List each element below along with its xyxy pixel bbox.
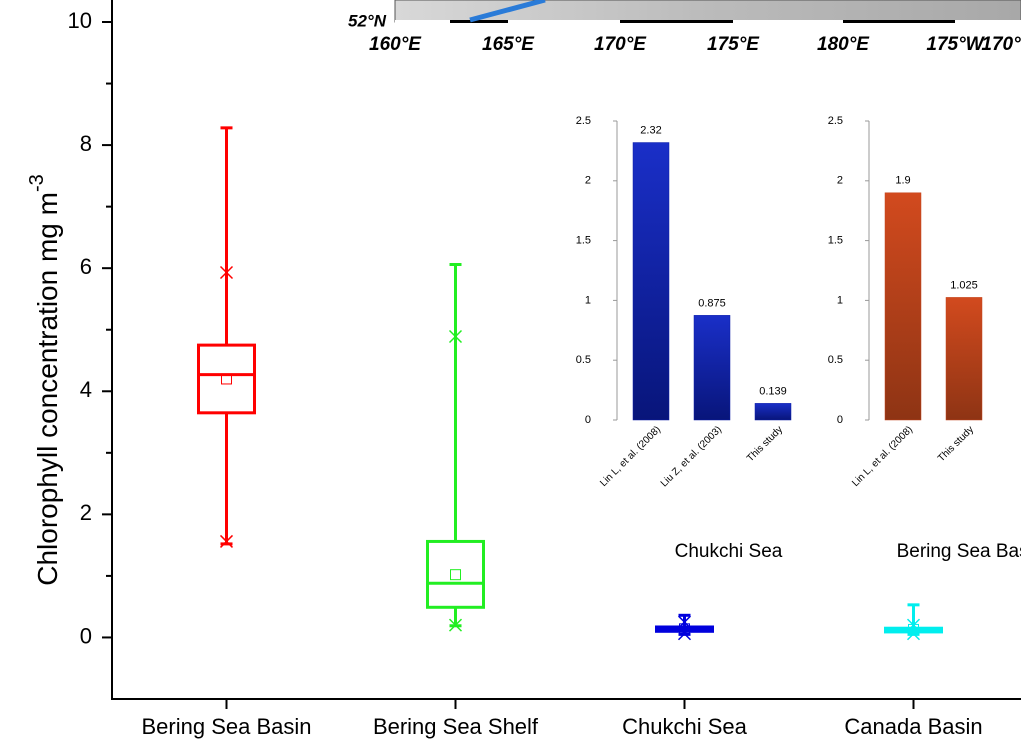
inset-y-tick-label: 2.5 <box>576 115 591 127</box>
box-plot <box>199 128 255 548</box>
box-plot <box>886 605 942 640</box>
y-axis-label: Chlorophyll concentration mg m-3 <box>26 174 63 586</box>
mean <box>451 570 461 580</box>
map-lon-label: 175°W <box>926 34 985 55</box>
inset-value-label: 2.32 <box>640 124 661 136</box>
x-tick-label: Bering Sea Shelf <box>373 714 539 739</box>
inset-title: Chukchi Sea <box>675 541 783 562</box>
inset-value-label: 0.875 <box>698 297 726 309</box>
y-tick-label: 8 <box>80 131 92 156</box>
y-tick-label: 10 <box>68 8 92 33</box>
inset-bar <box>694 315 730 420</box>
box <box>428 541 484 607</box>
box-plot <box>657 615 713 639</box>
inset-value-label: 1.025 <box>950 279 978 291</box>
map-lon-label: 170°W <box>981 34 1021 55</box>
inset-value-label: 0.139 <box>759 385 787 397</box>
inset-y-tick-label: 0 <box>585 414 591 426</box>
inset-y-tick-label: 2.5 <box>828 115 843 127</box>
y-tick-label: 2 <box>80 500 92 525</box>
inset-bar <box>755 403 791 420</box>
inset-bar <box>946 297 982 420</box>
inset-y-tick-label: 2 <box>585 175 591 187</box>
y-tick-label: 0 <box>80 623 92 648</box>
inset-bar <box>633 143 669 420</box>
inset-y-tick-label: 0.5 <box>576 354 591 366</box>
inset-category-label: This study <box>745 424 785 464</box>
map-lon-label: 170°E <box>594 34 647 55</box>
map-lon-label: 180°E <box>817 34 870 55</box>
inset-value-label: 1.9 <box>895 175 910 187</box>
map-image <box>395 0 1021 22</box>
x-tick-label: Bering Sea Basin <box>142 714 312 739</box>
inset-y-tick-label: 0.5 <box>828 354 843 366</box>
y-axis-label-superscript: -3 <box>26 174 48 192</box>
chart: 52°N 160°E 165°E 170°E 175°E 180°E 175°W170°W 0… <box>0 0 1021 742</box>
inset-title: Bering Sea Basin <box>897 541 1021 562</box>
inset-bar <box>885 193 921 420</box>
inset-y-tick-label: 1 <box>585 294 591 306</box>
box-plot <box>428 264 484 631</box>
inset-y-tick-label: 1.5 <box>576 235 591 247</box>
x-tick-label: Canada Basin <box>844 714 982 739</box>
map-lon-label: 175°E <box>707 34 760 55</box>
x-tick-label: Chukchi Sea <box>622 714 748 739</box>
inset-y-tick-label: 1.5 <box>828 235 843 247</box>
inset-category-label: Lin L, et al. (2008) <box>598 424 663 489</box>
inset-category-label: Lin L, et al. (2008) <box>850 424 915 489</box>
y-axis-label-text: Chlorophyll concentration mg m <box>32 192 63 586</box>
y-tick-label: 6 <box>80 254 92 279</box>
map-lat-label: 52°N <box>348 11 387 30</box>
y-tick-label: 4 <box>80 377 92 402</box>
map-lon-label: 160°E <box>369 34 422 55</box>
inset-category-label: This study <box>936 424 976 464</box>
map-fragment <box>395 0 1021 23</box>
inset-y-tick-label: 2 <box>837 175 843 187</box>
map-lon-label: 165°E <box>482 34 535 55</box>
box <box>199 345 255 413</box>
inset-y-tick-label: 1 <box>837 294 843 306</box>
inset-y-tick-label: 0 <box>837 414 843 426</box>
inset-category-label: Liu Z, et al. (2003) <box>659 424 724 489</box>
